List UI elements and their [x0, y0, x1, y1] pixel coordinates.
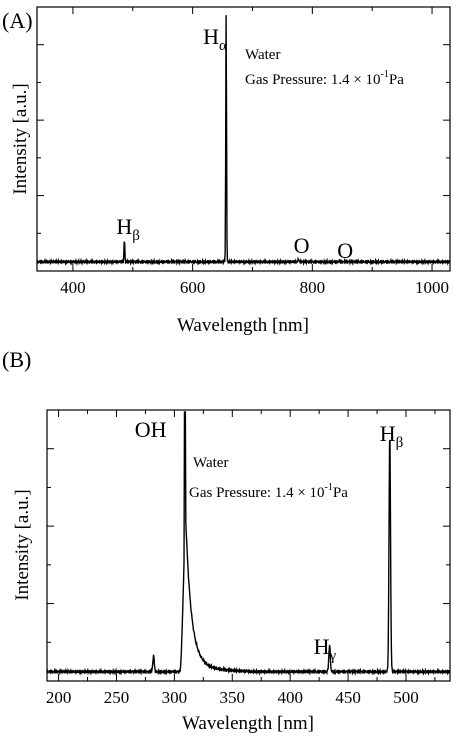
- panel-a-legend-pressure: Gas Pressure: 1.4 × 10-1Pa: [245, 69, 404, 88]
- panel-b-x-tick-label: 450: [335, 688, 361, 707]
- panel-b-ticks: [47, 410, 450, 681]
- panel-a-peak-label: Hβ: [116, 214, 140, 244]
- panel-b-peak-label: Hγ: [314, 634, 337, 664]
- panel-a-peak-label-main: O: [337, 238, 353, 263]
- panel-b-x-tick-label: 200: [46, 688, 72, 707]
- panel-b-x-tick-label: 350: [220, 688, 246, 707]
- panel-b-peak-label: OH: [135, 417, 167, 442]
- panel-a-peak-label-subscript: β: [132, 228, 140, 244]
- panel-b-peak-label: Hβ: [380, 421, 404, 451]
- panel-b-tick-labels: 200 250 300 350 400 450 500: [46, 688, 419, 707]
- panel-a-x-tick-label: 400: [60, 278, 86, 297]
- panel-a-peak-label-main: H: [203, 24, 219, 49]
- panel-a-x-axis-label: Wavelength [nm]: [177, 315, 309, 336]
- panel-b-x-tick-label: 500: [393, 688, 419, 707]
- panel-a-x-tick-label: 800: [300, 278, 326, 297]
- panel-b-peak-label-main: OH: [135, 417, 167, 442]
- panel-b-peak-label-subscript: β: [396, 435, 404, 451]
- panel-a-ticks: [37, 7, 450, 271]
- panel-a-peak-label-main: H: [116, 214, 132, 239]
- panel-b-pressure-exponent: -1: [325, 482, 333, 493]
- panel-b-peak-label-main: H: [314, 634, 330, 659]
- panel-b-pressure-unit: Pa: [333, 485, 348, 501]
- panel-a-label: (A): [2, 8, 33, 33]
- panel-b-x-tick-label: 250: [104, 688, 130, 707]
- panel-b-x-axis-label: Wavelength [nm]: [182, 713, 314, 734]
- panel-a-frame: [36, 6, 451, 272]
- panel-b-peak-label-main: H: [380, 421, 396, 446]
- panel-a-pressure-unit: Pa: [389, 72, 404, 88]
- panel-a-y-axis-label: Intensity [a.u.]: [10, 83, 31, 194]
- panel-a-peak-label: O: [337, 238, 353, 263]
- panel-b-y-axis-label: Intensity [a.u.]: [12, 489, 33, 600]
- panel-a-peak-label-main: O: [294, 233, 310, 258]
- panel-a-x-tick-label: 600: [180, 278, 206, 297]
- panel-b-spectrum-line: [46, 411, 451, 676]
- panel-a-peak-label-subscript: α: [219, 38, 227, 54]
- panel-a-x-tick-label: 1000: [415, 278, 449, 297]
- panel-a-peak-label: O: [294, 233, 310, 258]
- panel-b-legend-water: Water: [193, 455, 228, 471]
- panel-b-legend-pressure: Gas Pressure: 1.4 × 10-1Pa: [189, 482, 348, 501]
- panel-a-legend-water: Water: [245, 47, 280, 63]
- panel-a-pressure-exponent: -1: [381, 69, 389, 80]
- panel-b-x-tick-label: 400: [277, 688, 303, 707]
- panel-b-label: (B): [2, 347, 31, 372]
- panel-b-pressure-main: Gas Pressure: 1.4 × 10: [189, 485, 325, 501]
- panel-b-x-tick-label: 300: [162, 688, 188, 707]
- panel-a-tick-labels: 400 600 800 1000: [60, 278, 449, 297]
- panel-a-pressure-main: Gas Pressure: 1.4 × 10: [245, 72, 381, 88]
- panel-a-peak-label: Hα: [203, 24, 227, 54]
- panel-b-peak-label-subscript: γ: [328, 648, 336, 664]
- panel-b-frame: [46, 409, 451, 682]
- panel-a-spectrum-line: [36, 15, 451, 267]
